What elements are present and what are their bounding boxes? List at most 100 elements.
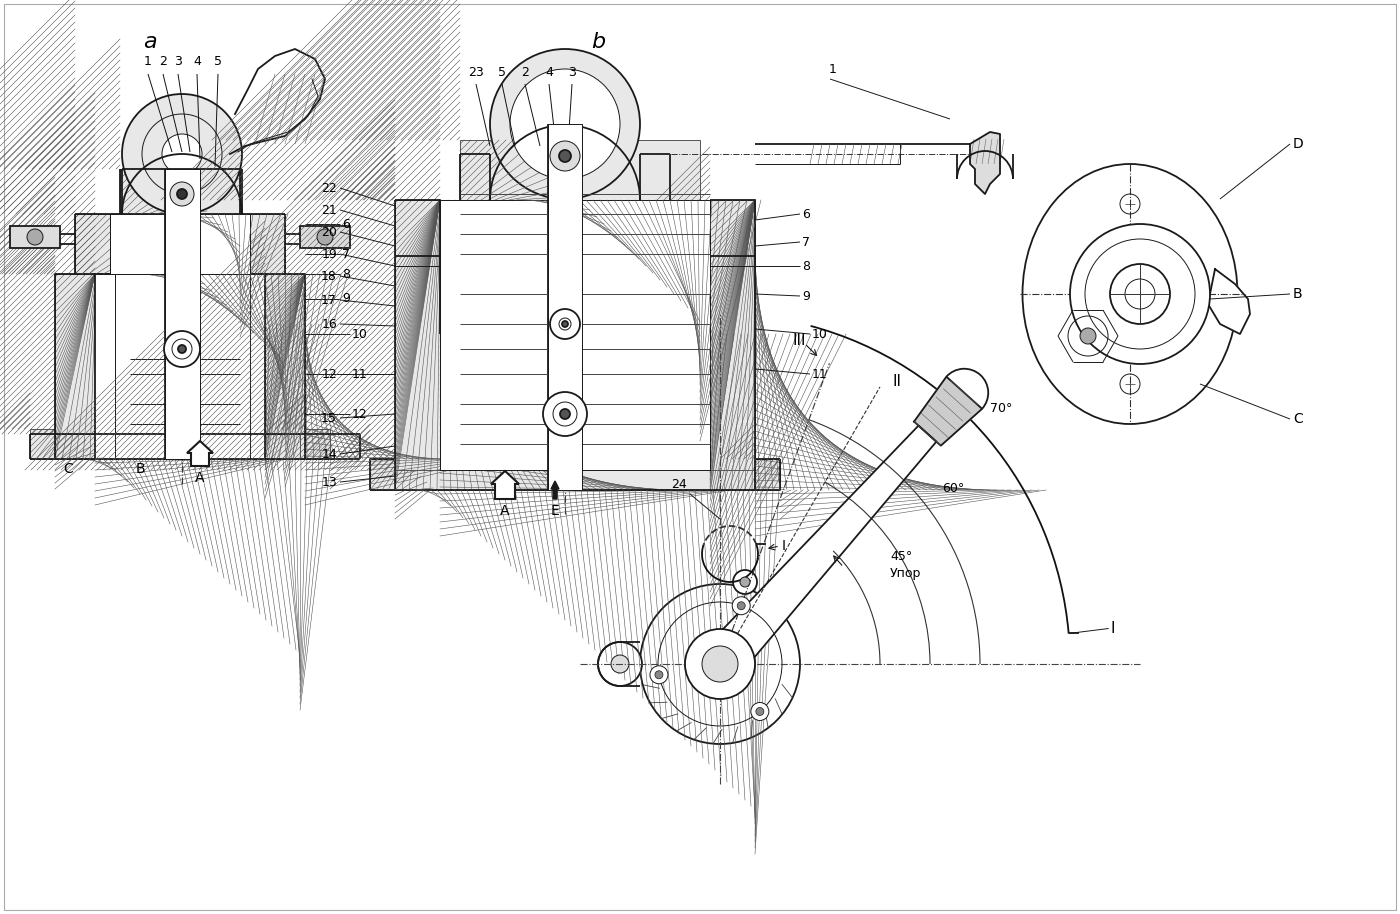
Circle shape: [122, 94, 242, 214]
Bar: [120, 169, 239, 214]
Text: I: I: [783, 539, 785, 553]
Polygon shape: [970, 132, 1000, 194]
Circle shape: [1079, 328, 1096, 344]
Circle shape: [640, 584, 799, 744]
Bar: [755, 459, 780, 490]
Text: C: C: [1294, 412, 1303, 426]
Circle shape: [169, 182, 195, 206]
Text: D: D: [1294, 137, 1303, 151]
FancyArrow shape: [491, 471, 519, 499]
Circle shape: [490, 49, 640, 199]
Text: II: II: [892, 375, 902, 389]
Text: 18: 18: [321, 270, 337, 282]
Text: 8: 8: [342, 268, 350, 281]
FancyArrow shape: [188, 441, 213, 466]
Text: 10: 10: [812, 327, 827, 341]
Bar: [395, 470, 755, 490]
Text: 12: 12: [321, 367, 337, 380]
Text: 12: 12: [351, 408, 368, 420]
Bar: [55, 274, 95, 459]
Text: 15: 15: [321, 411, 337, 424]
Bar: [95, 274, 265, 459]
Text: 1: 1: [144, 55, 153, 68]
Text: 16: 16: [321, 317, 337, 331]
Text: 24: 24: [671, 478, 687, 491]
Circle shape: [685, 629, 755, 699]
Polygon shape: [1208, 269, 1250, 334]
Circle shape: [162, 134, 202, 174]
Bar: [440, 200, 710, 334]
FancyArrow shape: [552, 481, 559, 499]
Circle shape: [27, 229, 43, 245]
Circle shape: [543, 392, 587, 436]
Text: 23: 23: [468, 66, 484, 79]
Text: 10: 10: [351, 327, 368, 341]
Text: 6: 6: [342, 218, 350, 230]
Text: I: I: [1110, 621, 1116, 636]
Circle shape: [1126, 279, 1155, 309]
Text: III: III: [792, 334, 806, 348]
Text: 2: 2: [521, 66, 529, 79]
Text: 13: 13: [321, 475, 337, 488]
Bar: [395, 200, 440, 490]
Text: 20: 20: [321, 226, 337, 239]
Bar: [29, 429, 55, 459]
Text: A: A: [500, 504, 510, 518]
Text: 11: 11: [812, 367, 827, 380]
Circle shape: [178, 345, 186, 353]
Text: 5: 5: [214, 55, 223, 68]
Circle shape: [561, 321, 568, 327]
Text: 7: 7: [342, 248, 350, 260]
Text: 3: 3: [174, 55, 182, 68]
Bar: [76, 214, 286, 274]
Text: 1: 1: [829, 63, 837, 76]
Text: 22: 22: [321, 182, 337, 195]
Circle shape: [1085, 239, 1196, 349]
Text: 17: 17: [321, 293, 337, 306]
Bar: [710, 200, 755, 490]
Circle shape: [1110, 264, 1170, 324]
Circle shape: [650, 665, 668, 684]
Circle shape: [738, 601, 745, 610]
Circle shape: [598, 642, 643, 686]
Polygon shape: [230, 49, 325, 154]
Circle shape: [164, 331, 200, 367]
Text: 11: 11: [351, 367, 368, 380]
Circle shape: [701, 646, 738, 682]
Text: 8: 8: [802, 260, 811, 272]
Text: 60°: 60°: [942, 483, 965, 495]
Bar: [10, 226, 60, 248]
Text: 19: 19: [321, 248, 337, 260]
Bar: [265, 274, 305, 459]
Ellipse shape: [1022, 164, 1238, 424]
Bar: [165, 169, 200, 459]
Text: 2: 2: [160, 55, 167, 68]
Bar: [305, 429, 330, 459]
Polygon shape: [704, 426, 937, 679]
Bar: [55, 434, 300, 459]
Text: Упор: Упор: [890, 568, 921, 580]
Text: 7: 7: [802, 236, 811, 249]
Circle shape: [734, 570, 757, 594]
Circle shape: [732, 597, 750, 615]
Text: 6: 6: [802, 207, 809, 220]
Circle shape: [560, 409, 570, 419]
Circle shape: [176, 189, 188, 199]
Text: E: E: [550, 504, 560, 518]
Circle shape: [550, 309, 580, 339]
Circle shape: [655, 671, 664, 679]
Text: 45°: 45°: [890, 549, 913, 562]
Circle shape: [610, 655, 629, 673]
Text: a: a: [143, 32, 157, 52]
Text: 4: 4: [193, 55, 202, 68]
Text: 21: 21: [321, 204, 337, 217]
Circle shape: [510, 69, 620, 179]
Circle shape: [550, 141, 580, 171]
Text: C: C: [63, 462, 73, 476]
Circle shape: [559, 150, 571, 162]
Circle shape: [750, 703, 769, 720]
Text: 9: 9: [342, 292, 350, 305]
Circle shape: [741, 577, 750, 587]
Text: 14: 14: [321, 448, 337, 461]
Text: B: B: [1294, 287, 1302, 301]
